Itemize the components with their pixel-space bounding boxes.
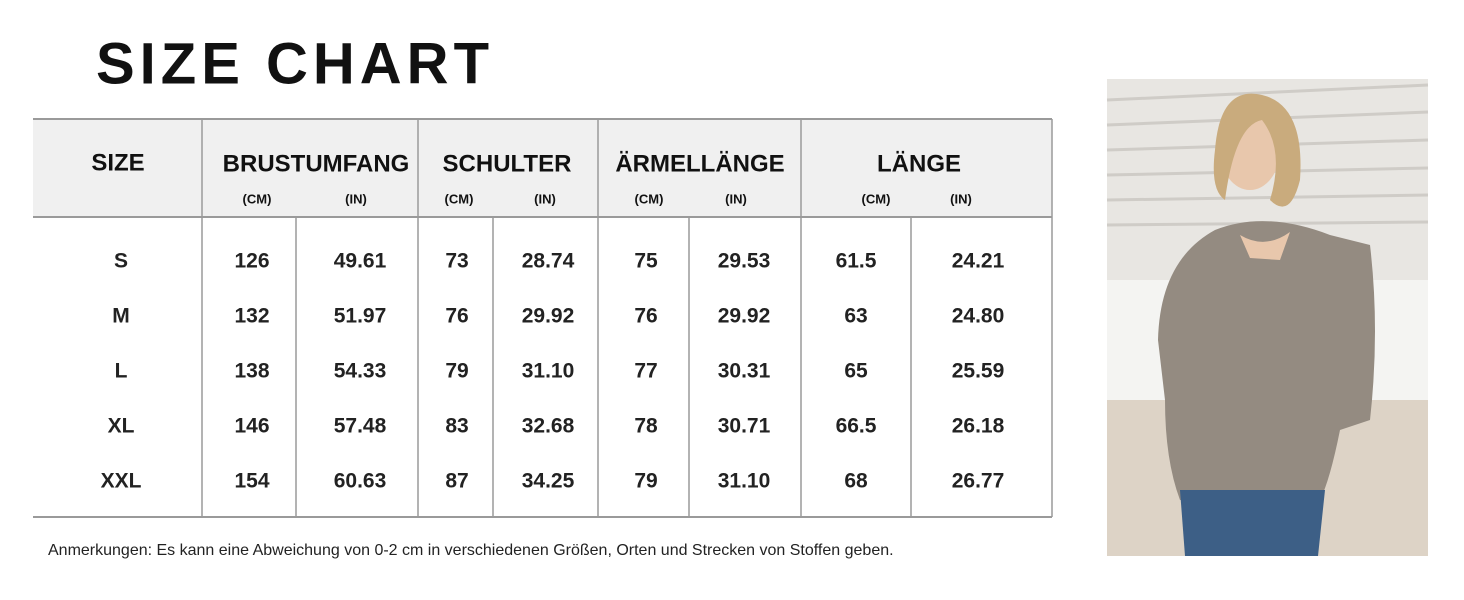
table-cell: 78 [634,415,658,438]
unit-label: (IN) [534,191,556,206]
unit-label: (CM) [862,191,891,206]
unit-label: (CM) [243,191,272,206]
table-cell: 76 [634,305,657,328]
size-label: XXL [101,470,142,493]
table-cell: 31.10 [522,360,575,383]
table-cell: 30.71 [718,415,771,438]
table-cell: 24.21 [952,250,1005,273]
title: SIZE CHART [96,31,494,96]
table-cell: 57.48 [334,415,387,438]
note: Anmerkungen: Es kann eine Abweichung von… [48,542,894,559]
table-cell: 154 [234,470,269,493]
unit-label: (IN) [950,191,972,206]
table-cell: 29.92 [522,305,575,328]
size-table: SIZE BRUSTUMFANG (CM) (IN) SCHULTER (CM) (IN) Ä… [33,118,1053,518]
column-header: BRUSTUMFANG [223,150,410,177]
unit-label: (IN) [345,191,367,206]
table-cell: 25.59 [952,360,1005,383]
column-header: ÄRMELLÄNGE [615,150,784,177]
table-cell: 77 [634,360,657,383]
table-cell: 28.74 [522,250,575,273]
table-cell: 126 [234,250,269,273]
table-cell: 87 [445,470,468,493]
table-cell: 24.80 [952,305,1005,328]
size-label: S [114,250,128,273]
table-cell: 79 [445,360,468,383]
product-photo [1106,79,1429,556]
table-cell: 51.97 [334,305,387,328]
unit-label: (IN) [725,191,747,206]
table-cell: 63 [844,305,867,328]
table-cell: 68 [844,470,868,493]
table-cell: 29.53 [718,250,771,273]
column-header: SCHULTER [443,150,572,177]
column-header: LÄNGE [877,150,961,177]
table-cell: 54.33 [334,360,387,383]
table-cell: 26.77 [952,470,1005,493]
table-cell: 138 [234,360,269,383]
column-header: SIZE [91,149,144,176]
table-cell: 75 [634,250,658,273]
table-cell: 79 [634,470,657,493]
table-cell: 83 [445,415,468,438]
table-cell: 61.5 [836,250,877,273]
table-cell: 65 [844,360,868,383]
table-cell: 49.61 [334,250,387,273]
table-cell: 29.92 [718,305,771,328]
unit-label: (CM) [635,191,664,206]
table-cell: 32.68 [522,415,575,438]
unit-label: (CM) [445,191,474,206]
table-cell: 30.31 [718,360,771,383]
table-cell: 60.63 [334,470,387,493]
table-cell: 73 [445,250,468,273]
table-cell: 132 [234,305,269,328]
size-label: XL [108,415,135,438]
size-label: M [112,305,130,328]
table-cell: 146 [234,415,269,438]
table-cell: 26.18 [952,415,1005,438]
table-cell: 31.10 [718,470,771,493]
table-cell: 34.25 [522,470,575,493]
size-label: L [115,360,128,383]
table-cell: 76 [445,305,468,328]
header-background [33,119,1052,217]
table-cell: 66.5 [836,415,877,438]
